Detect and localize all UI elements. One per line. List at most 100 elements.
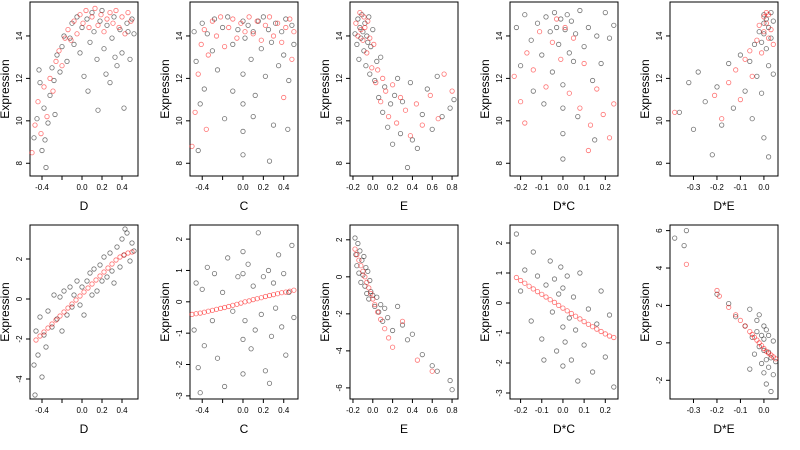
data-point	[366, 285, 372, 291]
data-point	[368, 290, 374, 297]
data-point	[289, 242, 295, 248]
data-point	[125, 10, 131, 16]
data-point	[99, 278, 105, 284]
data-point	[690, 126, 697, 132]
data-point	[522, 267, 528, 273]
data-point	[754, 37, 760, 43]
data-point	[74, 14, 80, 20]
data-point	[242, 317, 248, 324]
plot-frame	[189, 224, 299, 400]
data-point	[85, 285, 91, 291]
x-tick-label: 0.0	[237, 183, 249, 192]
data-point	[49, 321, 55, 327]
data-point	[564, 308, 570, 314]
data-point	[250, 283, 256, 289]
data-point	[209, 317, 215, 324]
y-axis-label: Expression	[478, 282, 492, 341]
data-point	[600, 111, 606, 118]
y-tick-label: 0	[15, 296, 24, 301]
data-point	[711, 92, 718, 99]
scatter-panel-p4: -0.2 -0.1 0.0 0.1 0.2 8 10 12 14 D*C Expression	[478, 1, 619, 213]
x-tick-label: -0.1	[535, 406, 549, 415]
data-point	[235, 26, 241, 33]
data-point	[536, 29, 543, 35]
y-axis-label: Expression	[0, 59, 12, 118]
x-tick-label: 0.0	[367, 183, 379, 192]
data-point	[558, 264, 564, 270]
y-tick-label: -2	[15, 335, 24, 343]
data-point	[543, 282, 549, 288]
data-point	[749, 331, 755, 338]
x-tick-label: -0.2	[514, 183, 528, 192]
data-point	[230, 302, 236, 308]
data-point	[71, 18, 77, 24]
data-point	[747, 306, 753, 312]
data-point	[272, 305, 279, 311]
x-tick-label: -0.4	[195, 406, 209, 415]
data-point	[577, 316, 583, 322]
data-point	[399, 318, 406, 324]
data-point	[268, 39, 275, 45]
data-point	[756, 22, 762, 28]
data-point	[101, 254, 107, 260]
data-point	[551, 276, 558, 282]
data-point	[358, 263, 364, 269]
data-point	[33, 337, 39, 343]
data-point	[205, 308, 211, 314]
data-point	[258, 46, 264, 52]
data-point	[368, 43, 374, 50]
data-point	[513, 231, 520, 237]
x-tick-label: 0.1	[579, 406, 591, 415]
data-point	[566, 50, 572, 56]
data-point	[419, 122, 425, 128]
data-point	[761, 14, 767, 20]
data-point	[209, 307, 215, 313]
data-point	[281, 52, 287, 58]
data-point	[747, 48, 753, 54]
data-point	[758, 332, 765, 338]
data-point	[761, 29, 767, 35]
data-point	[192, 109, 198, 115]
x-tick-label: -0.1	[734, 183, 748, 192]
x-axis-label: E	[400, 199, 408, 213]
data-point	[449, 88, 455, 94]
y-tick-label: 1	[175, 268, 184, 273]
y-tick-label: 12	[175, 73, 184, 82]
data-point	[250, 114, 256, 120]
data-point	[89, 281, 95, 287]
data-point	[191, 29, 197, 35]
data-point	[80, 20, 86, 26]
data-point	[131, 31, 137, 37]
data-point	[240, 71, 246, 77]
data-point	[272, 20, 279, 26]
data-point	[45, 120, 51, 126]
data-point	[389, 82, 396, 88]
data-point	[122, 31, 128, 37]
data-point	[577, 105, 583, 111]
y-tick-label: 0	[335, 274, 344, 279]
data-point	[598, 60, 604, 67]
data-point	[602, 10, 608, 16]
data-point	[358, 26, 364, 33]
data-point	[204, 264, 210, 270]
data-point	[564, 273, 570, 279]
data-point	[742, 323, 748, 329]
x-tick-label: 0.2	[96, 183, 108, 192]
data-point	[439, 114, 445, 120]
data-point	[240, 371, 246, 377]
data-point	[201, 86, 207, 92]
y-tick-label: -4	[335, 347, 344, 355]
data-point	[581, 342, 587, 348]
data-point	[765, 364, 772, 370]
data-point	[754, 73, 760, 79]
data-point	[543, 294, 549, 300]
y-tick-label: 14	[335, 31, 344, 40]
data-point	[199, 286, 205, 292]
data-point	[365, 18, 371, 24]
data-point	[44, 114, 50, 120]
data-point	[404, 337, 411, 343]
data-point	[258, 311, 264, 317]
data-point	[385, 114, 392, 120]
data-point	[585, 147, 592, 154]
scatter-panel-p2: -0.4 0.0 0.2 0.4 8 10 12 14 C Expression	[158, 1, 299, 213]
